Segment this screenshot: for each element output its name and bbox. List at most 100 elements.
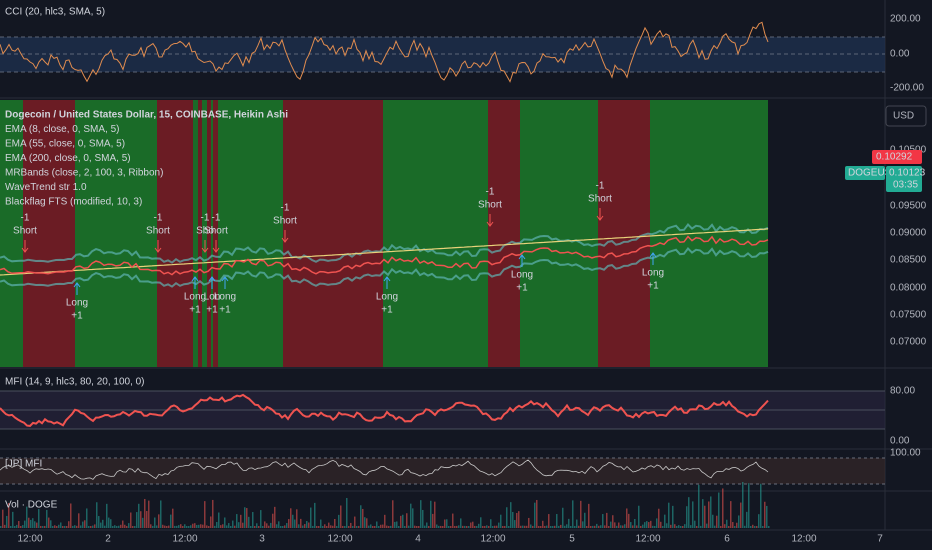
volume-bar — [532, 525, 534, 528]
volume-bar — [668, 502, 670, 528]
volume-bar — [238, 522, 240, 528]
volume-bar — [612, 515, 614, 528]
volume-bar — [438, 525, 440, 528]
volume-bar — [354, 516, 356, 528]
volume-bar — [278, 521, 280, 528]
volume-bar — [170, 514, 172, 528]
red-zone — [198, 100, 202, 367]
long-arrow — [383, 276, 391, 289]
volume-bar — [754, 526, 756, 528]
volume-bar — [578, 525, 580, 528]
volume-bar — [380, 524, 382, 528]
volume-bar — [80, 525, 82, 528]
short-label: Short — [146, 226, 170, 237]
volume-bar — [620, 525, 622, 528]
volume-bar — [120, 524, 122, 528]
volume-bar — [624, 524, 626, 528]
volume-bar — [590, 526, 592, 528]
volume-bar — [494, 525, 496, 528]
volume-bar — [16, 524, 18, 528]
volume-bar — [24, 520, 26, 528]
volume-bar — [716, 515, 718, 528]
volume-bar — [154, 517, 156, 528]
volume-bar — [674, 524, 676, 528]
volume-bar — [196, 524, 198, 528]
volume-bar — [604, 525, 606, 528]
volume-bar — [336, 526, 338, 528]
volume-bar — [554, 525, 556, 528]
volume-bar — [82, 521, 84, 528]
volume-bar — [658, 508, 660, 528]
volume-bar — [386, 525, 388, 528]
volume-bar — [220, 525, 222, 528]
volume-bar — [418, 525, 420, 528]
volume-bar — [48, 517, 50, 528]
volume-bar — [390, 525, 392, 528]
volume-bar — [678, 525, 680, 528]
volume-bar — [214, 525, 216, 528]
volume-bar — [18, 521, 20, 528]
volume-bar — [710, 496, 712, 528]
red-zone — [207, 100, 211, 367]
jpmfi-zone — [0, 458, 885, 484]
cci-line — [0, 21, 769, 83]
volume-bar — [404, 525, 406, 528]
red-zone — [488, 100, 520, 367]
volume-bar — [564, 525, 566, 528]
jpmfi-line — [0, 459, 769, 480]
volume-bar — [62, 525, 64, 528]
volume-bar — [396, 521, 398, 528]
volume-bar — [760, 483, 762, 528]
volume-bar — [724, 524, 726, 528]
volume-bar — [42, 525, 44, 528]
volume-bar — [730, 501, 732, 528]
short-arrow — [596, 208, 604, 221]
volume-bar — [544, 525, 546, 528]
volume-bar — [358, 525, 360, 528]
volume-bar — [92, 525, 94, 528]
volume-bar — [520, 525, 522, 528]
volume-bar — [650, 520, 652, 528]
volume-bar — [302, 525, 304, 528]
volume-bar — [130, 512, 132, 528]
volume-bar — [356, 526, 358, 528]
volume-bar — [598, 525, 600, 528]
volume-bar — [368, 525, 370, 528]
volume-bar — [146, 510, 148, 528]
volume-bar — [424, 525, 426, 528]
long-count: +1 — [381, 305, 393, 316]
volume-bar — [616, 525, 618, 528]
volume-bar — [304, 524, 306, 528]
cci-tick: 0.00 — [890, 49, 910, 60]
price-tick: 0.09000 — [890, 228, 927, 239]
volume-bar — [150, 524, 152, 528]
volume-bar — [434, 501, 436, 528]
red-zone — [598, 100, 650, 367]
volume-bar — [0, 525, 2, 528]
volume-bar — [260, 510, 262, 528]
volume-bar — [622, 525, 624, 528]
volume-bar — [516, 512, 518, 528]
volume-bar — [576, 519, 578, 528]
volume-bar — [102, 519, 104, 528]
volume-bar — [558, 525, 560, 528]
volume-bar — [452, 513, 454, 528]
price-line — [0, 235, 769, 276]
volume-bar — [88, 526, 90, 528]
volume-bar — [208, 525, 210, 528]
volume-bar — [522, 525, 524, 528]
volume-bar — [204, 501, 206, 528]
volume-bar — [314, 502, 316, 528]
volume-bar — [58, 524, 60, 528]
volume-bar — [148, 500, 150, 528]
volume-bar — [38, 509, 40, 528]
volume-bar — [198, 524, 200, 528]
volume-bar — [132, 525, 134, 528]
volume-bar — [248, 516, 250, 528]
volume-bar — [116, 525, 118, 528]
volume-bar — [324, 524, 326, 528]
volume-bar — [84, 520, 86, 528]
volume-bar — [408, 525, 410, 528]
volume-bar — [200, 524, 202, 528]
volume-bar — [706, 523, 708, 528]
